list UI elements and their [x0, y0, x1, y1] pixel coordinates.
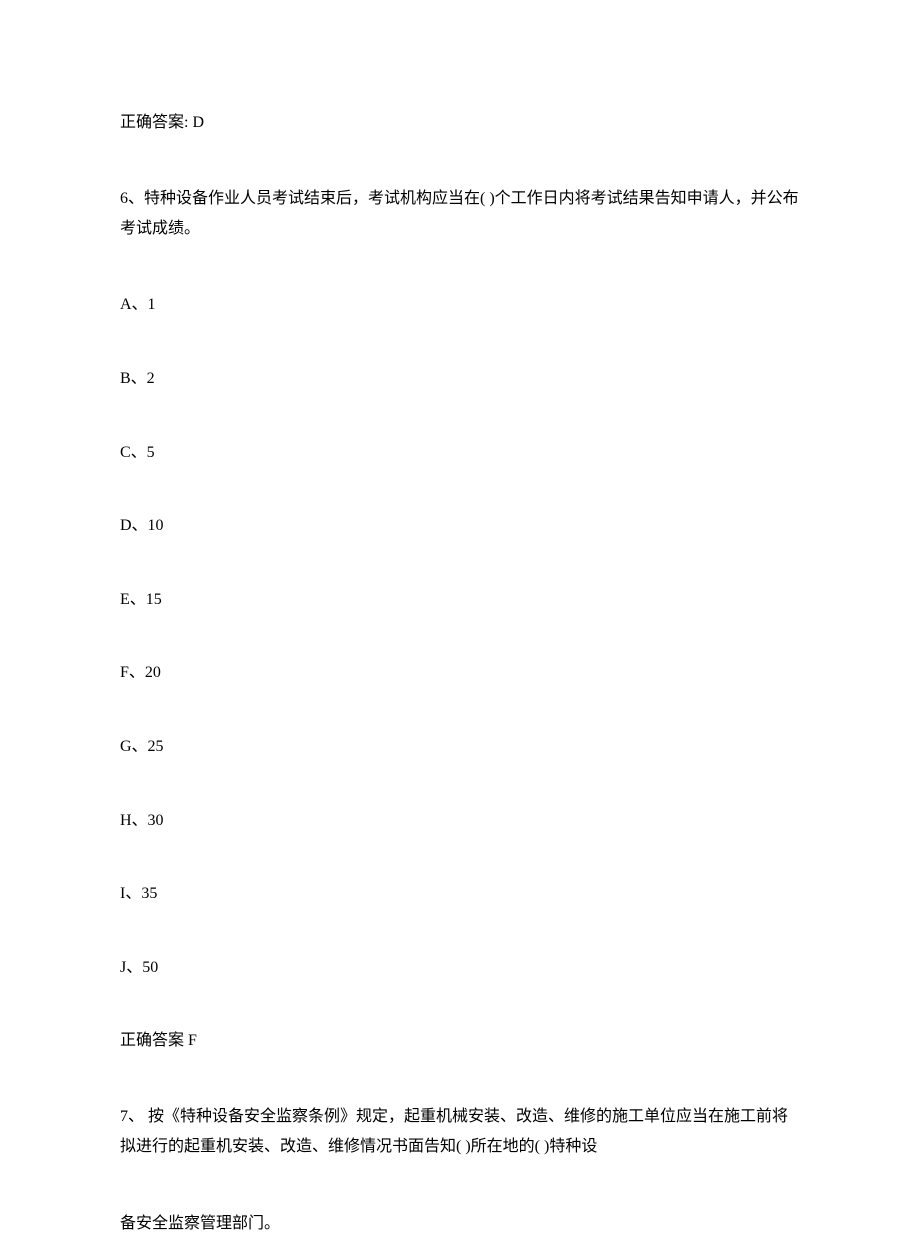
option-c: C、5 [120, 440, 800, 466]
option-g: G、25 [120, 734, 800, 760]
option-i: I、35 [120, 881, 800, 907]
previous-answer: 正确答案: D [120, 110, 800, 136]
question-7-text-part1: 7、 按《特种设备安全监察条例》规定，起重机械安装、改造、维修的施工单位应当在施… [120, 1102, 800, 1163]
option-a: A、1 [120, 292, 800, 318]
option-f: F、20 [120, 660, 800, 686]
question-6-answer: 正确答案 F [120, 1028, 800, 1054]
option-j: J、50 [120, 955, 800, 981]
question-7-text-part2: 备安全监察管理部门。 [120, 1211, 800, 1236]
option-h: H、30 [120, 808, 800, 834]
option-e: E、15 [120, 587, 800, 613]
question-6-text: 6、特种设备作业人员考试结束后，考试机构应当在( )个工作日内将考试结果告知申请… [120, 184, 800, 245]
option-b: B、2 [120, 366, 800, 392]
option-d: D、10 [120, 513, 800, 539]
